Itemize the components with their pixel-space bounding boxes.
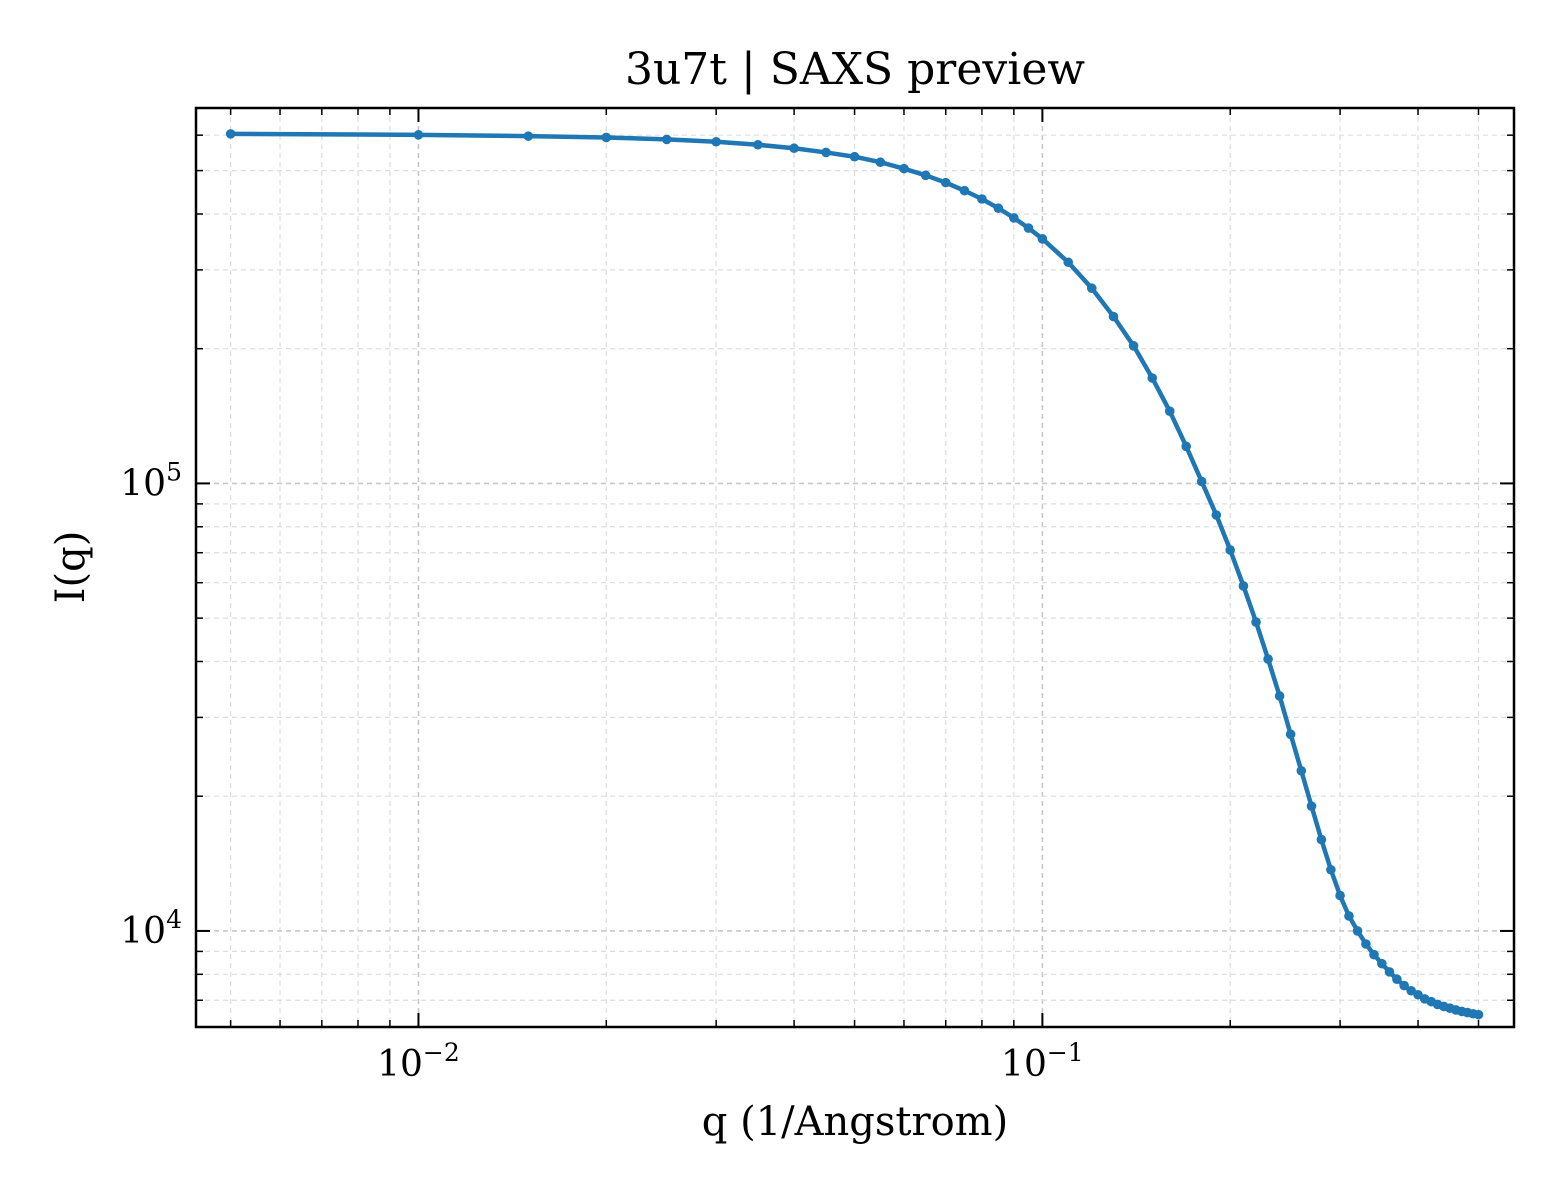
grid	[196, 108, 1514, 1027]
data-point	[1063, 257, 1074, 268]
data-point	[1251, 617, 1261, 627]
data-point	[601, 132, 612, 143]
x-tick-label: 10−1	[1001, 1038, 1084, 1085]
data-point	[1361, 939, 1371, 949]
chart-title: 3u7t | SAXS preview	[625, 44, 1085, 95]
data-point	[523, 131, 534, 141]
data-point	[1037, 234, 1048, 244]
data-point	[1147, 373, 1158, 383]
data-point	[1335, 890, 1345, 901]
data-point	[1473, 1009, 1484, 1020]
data-point	[993, 203, 1004, 214]
x-axis-label: q (1/Angstrom)	[702, 1099, 1008, 1145]
data-point	[1164, 406, 1175, 416]
data-point	[1128, 340, 1139, 351]
tick-labels: 10−2 10−1 104 105	[120, 457, 1083, 1085]
data-point	[959, 185, 970, 196]
data-point	[821, 147, 831, 158]
data-point	[1086, 283, 1097, 294]
data-point	[1369, 949, 1379, 960]
data-point	[1399, 980, 1409, 991]
data-point	[920, 170, 931, 181]
x-tick-label: 10−2	[377, 1038, 460, 1085]
data-point	[1023, 223, 1034, 233]
data-point	[1196, 476, 1207, 487]
data-point	[789, 143, 799, 154]
data-point	[225, 129, 236, 139]
data-point	[1296, 765, 1307, 776]
data-point	[1285, 729, 1296, 740]
data-point	[1306, 801, 1317, 811]
axis-ticks	[196, 108, 1514, 1027]
data-point	[1211, 510, 1222, 520]
data-point	[940, 177, 951, 188]
data-point	[711, 136, 721, 147]
data-point	[1384, 967, 1395, 977]
data-point	[1352, 926, 1363, 936]
y-tick-label: 105	[120, 457, 182, 504]
data-point	[1263, 654, 1273, 664]
data-point	[753, 139, 763, 150]
data-point	[1225, 545, 1236, 555]
data-point	[1274, 691, 1285, 701]
series-layer	[225, 129, 1484, 1020]
data-point	[661, 134, 672, 145]
y-axis-label: I(q)	[48, 531, 94, 604]
data-point	[1344, 911, 1354, 921]
data-point	[413, 130, 424, 140]
data-point	[1377, 958, 1387, 969]
y-tick-label: 104	[120, 905, 182, 952]
data-point	[977, 194, 987, 204]
data-point	[1316, 834, 1327, 845]
data-point	[899, 163, 909, 174]
data-point	[1392, 974, 1402, 985]
data-point	[1009, 213, 1019, 223]
data-point	[849, 151, 860, 162]
data-point	[875, 157, 886, 168]
data-point	[1326, 864, 1336, 875]
data-point	[1238, 581, 1249, 591]
data-point	[1181, 441, 1191, 452]
data-point	[1108, 311, 1119, 322]
